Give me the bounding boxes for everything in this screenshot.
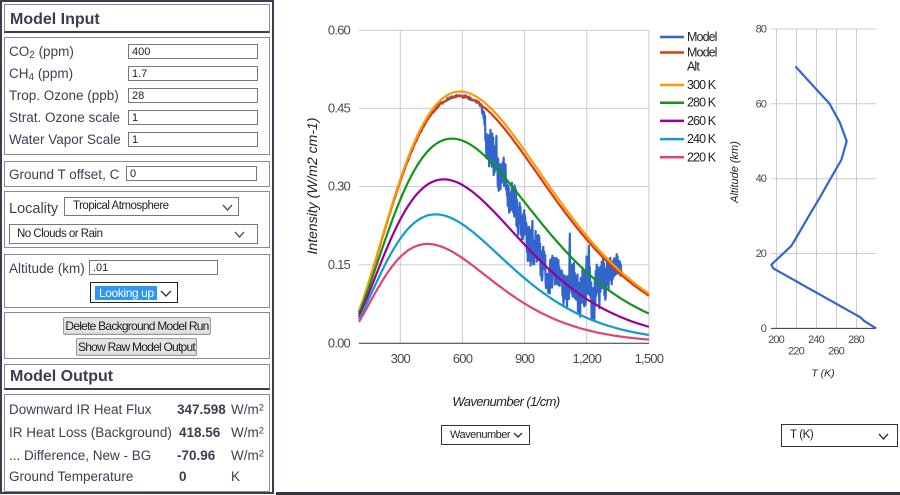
svg-text:Model: Model [687, 30, 717, 44]
svg-text:1,500: 1,500 [635, 351, 664, 366]
svg-text:260 K: 260 K [687, 114, 717, 128]
svg-text:280: 280 [848, 334, 864, 346]
svg-text:60: 60 [756, 98, 767, 110]
svg-text:1,200: 1,200 [573, 351, 602, 366]
svg-text:0.45: 0.45 [328, 101, 351, 116]
svg-text:280 K: 280 K [687, 96, 717, 110]
svg-text:600: 600 [453, 351, 473, 366]
svg-text:240 K: 240 K [687, 132, 717, 146]
svg-text:Altitude (km): Altitude (km) [729, 141, 741, 204]
svg-text:220: 220 [788, 346, 804, 358]
svg-text:80: 80 [756, 24, 767, 36]
svg-text:240: 240 [808, 334, 824, 346]
svg-text:Wavenumber (1/cm): Wavenumber (1/cm) [452, 394, 560, 409]
svg-text:Alt: Alt [687, 60, 700, 74]
svg-text:200: 200 [768, 334, 784, 346]
svg-text:40: 40 [756, 173, 767, 185]
svg-text:300 K: 300 K [687, 78, 717, 92]
svg-text:260: 260 [828, 346, 844, 358]
svg-text:0.30: 0.30 [328, 179, 351, 194]
svg-text:0.60: 0.60 [328, 22, 351, 37]
svg-text:Model: Model [687, 46, 717, 60]
svg-text:T (K): T (K) [811, 368, 834, 380]
svg-text:20: 20 [756, 248, 767, 260]
svg-text:0.15: 0.15 [328, 257, 351, 272]
svg-text:Intensity (W/m2 cm-1): Intensity (W/m2 cm-1) [304, 118, 320, 255]
svg-text:900: 900 [515, 351, 535, 366]
svg-text:0.00: 0.00 [328, 335, 351, 350]
svg-text:300: 300 [391, 351, 411, 366]
svg-text:0: 0 [761, 323, 767, 335]
svg-text:220 K: 220 K [687, 150, 717, 164]
